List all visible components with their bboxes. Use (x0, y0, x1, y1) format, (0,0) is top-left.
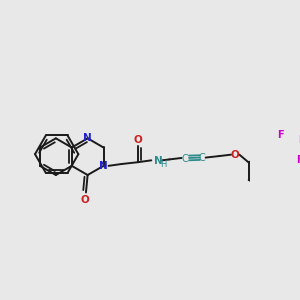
Text: C: C (199, 153, 206, 164)
Text: F: F (298, 135, 300, 145)
Text: C: C (182, 154, 188, 164)
Text: N: N (99, 161, 108, 171)
Text: N: N (83, 133, 92, 143)
Text: N: N (154, 156, 162, 166)
Text: O: O (231, 151, 240, 160)
Text: F: F (296, 154, 300, 165)
Text: F: F (277, 130, 284, 140)
Text: O: O (134, 135, 142, 145)
Text: O: O (81, 195, 89, 205)
Text: H: H (160, 160, 167, 169)
